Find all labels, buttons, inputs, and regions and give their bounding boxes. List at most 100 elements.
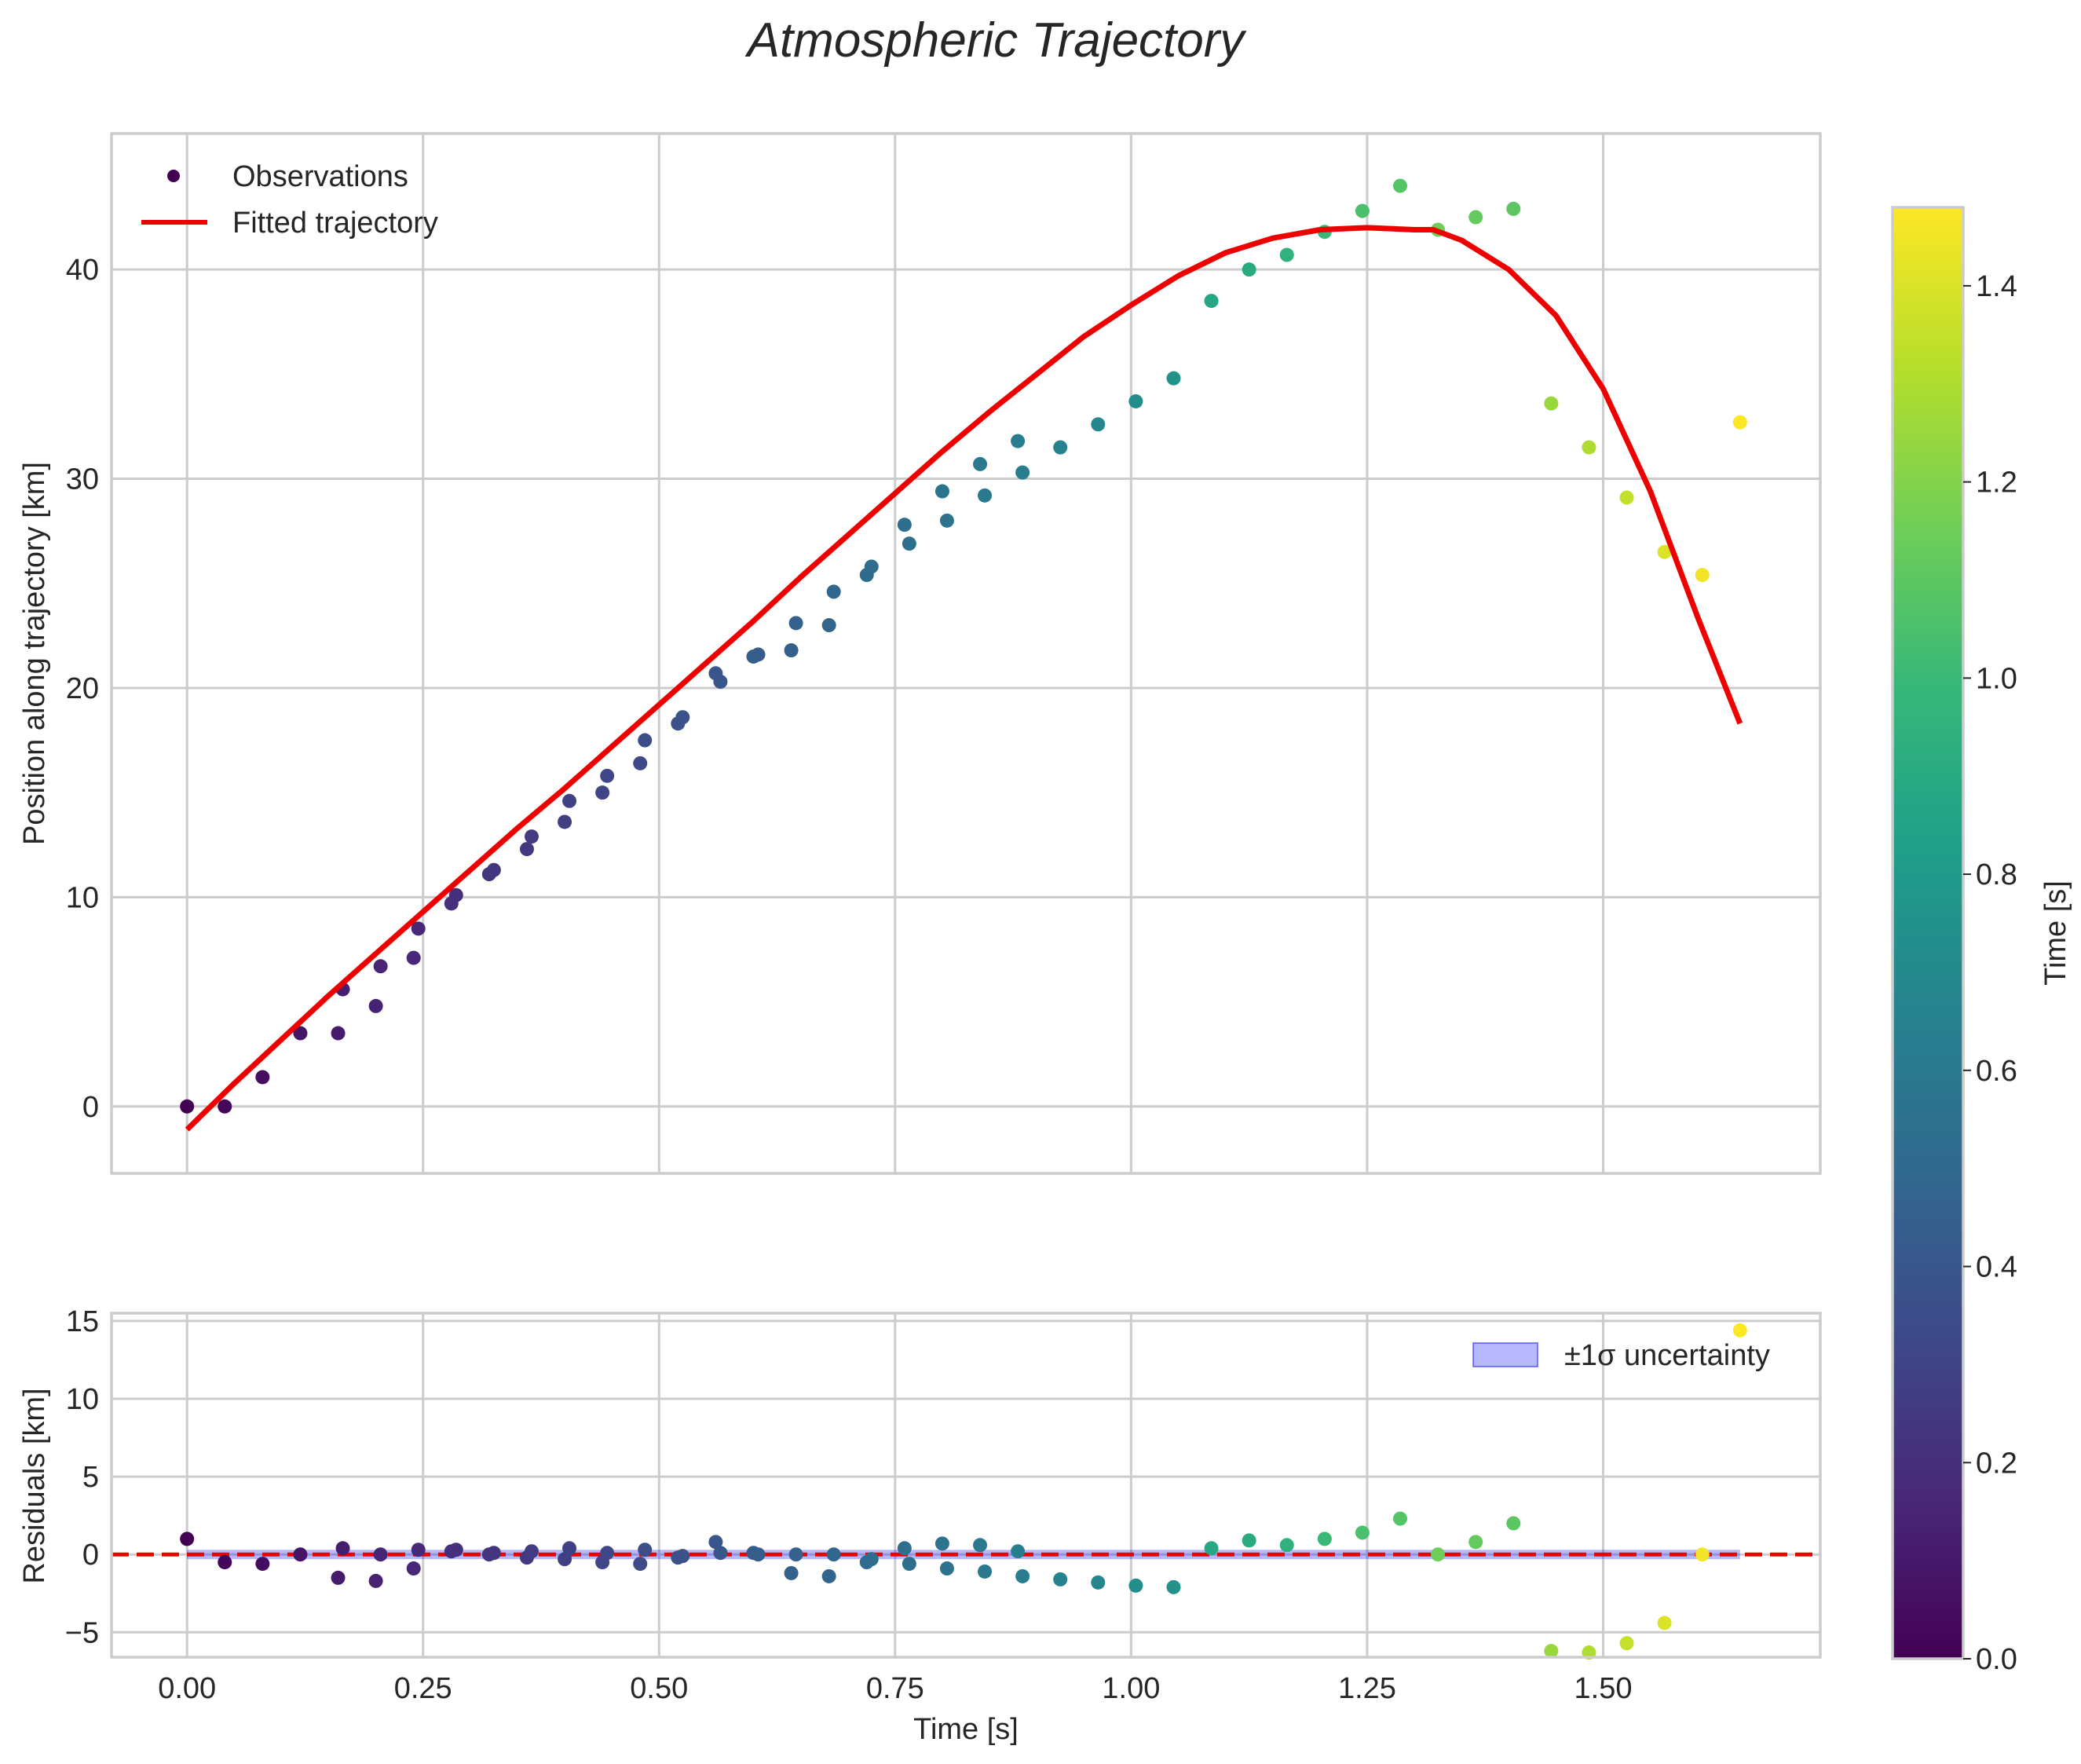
observation-point <box>368 998 383 1013</box>
top-legend: Observations Fitted trajectory <box>141 160 438 240</box>
observation-point <box>411 921 426 936</box>
bottom-panel-marks <box>112 1323 1820 1660</box>
residual-point <box>1355 1525 1370 1540</box>
x-axis-label: Time [s] <box>913 1713 1019 1746</box>
observation-point <box>902 536 916 551</box>
fitted-trajectory-line <box>185 225 1743 1132</box>
observation-point <box>595 785 610 800</box>
observation-point <box>1393 178 1408 193</box>
residual-point <box>1242 1533 1256 1548</box>
observation-point <box>1732 415 1747 430</box>
x-tick-label: 1.50 <box>1574 1672 1633 1705</box>
colorbar-label: Time [s] <box>2039 880 2072 986</box>
residual-point <box>1431 1547 1446 1562</box>
top-panel-ticks: 0 10 20 30 40 <box>66 254 99 1124</box>
residual-point <box>368 1573 383 1588</box>
observation-point <box>973 456 988 471</box>
residual-point <box>638 1543 653 1557</box>
y-tick-label: 30 <box>66 463 99 496</box>
residual-point <box>1011 1544 1026 1559</box>
observation-point <box>600 768 615 783</box>
y-tick-label: 10 <box>66 881 99 914</box>
residual-point <box>751 1547 766 1562</box>
observation-point <box>788 616 803 631</box>
residual-point <box>1015 1568 1030 1583</box>
top-panel-grid <box>112 134 1820 1173</box>
residual-point <box>331 1570 346 1585</box>
observation-point <box>1695 568 1710 583</box>
observation-point <box>821 618 836 633</box>
colorbar-ticks: 0.0 0.2 0.4 0.6 0.8 1.0 1.2 1.4 <box>1963 270 2017 1676</box>
residual-point <box>1468 1535 1483 1550</box>
observation-point <box>1053 440 1068 455</box>
colorbar-tick-label: 0.0 <box>1976 1643 2017 1676</box>
x-tick-label: 1.00 <box>1102 1672 1160 1705</box>
residual-point <box>1393 1511 1408 1526</box>
observation-point <box>864 559 879 574</box>
observation-point <box>939 513 954 528</box>
observation-point <box>562 793 577 808</box>
observation-point <box>255 1070 270 1085</box>
residual-point <box>335 1541 350 1556</box>
residual-point <box>1619 1636 1634 1651</box>
x-tick-label: 0.50 <box>630 1672 688 1705</box>
colorbar-tick-label: 1.0 <box>1976 662 2017 695</box>
observation-point <box>1242 262 1256 277</box>
observation-point <box>1506 201 1521 216</box>
y-tick-label: 20 <box>66 672 99 705</box>
observation-point <box>897 518 912 532</box>
residual-point <box>218 1555 232 1570</box>
observation-point <box>638 733 653 748</box>
top-panel-frame <box>110 132 1822 1175</box>
observation-point <box>406 950 421 965</box>
residual-point <box>1506 1516 1521 1531</box>
observation-point <box>1091 417 1106 432</box>
legend-observations-label: Observations <box>232 160 408 193</box>
observation-point <box>826 584 841 599</box>
observation-point <box>448 887 463 902</box>
x-tick-label: 0.25 <box>394 1672 452 1705</box>
residual-point <box>633 1557 648 1572</box>
residual-point <box>788 1547 803 1562</box>
observation-point <box>1657 544 1672 559</box>
observation-point <box>751 647 766 662</box>
residual-point <box>411 1543 426 1557</box>
observation-point <box>293 1026 308 1041</box>
residual-point <box>1695 1547 1710 1562</box>
observation-point <box>978 488 993 503</box>
residual-point <box>939 1561 954 1576</box>
legend-band-label: ±1σ uncertainty <box>1564 1339 1770 1372</box>
observation-point <box>331 1026 346 1041</box>
residual-point <box>978 1564 993 1579</box>
bottom-panel-frame <box>110 1312 1822 1659</box>
residual-point <box>821 1568 836 1583</box>
residual-point <box>1657 1616 1672 1630</box>
residual-point <box>973 1538 988 1553</box>
observation-point <box>519 842 534 857</box>
residual-point <box>675 1549 690 1564</box>
residual-point <box>180 1532 195 1546</box>
residual-point <box>826 1547 841 1562</box>
y-tick-label: 5 <box>82 1461 99 1494</box>
chart-title: Atmospheric Trajectory <box>744 13 1248 68</box>
observation-point <box>784 643 799 658</box>
observation-point <box>558 814 572 829</box>
residual-point <box>406 1561 421 1576</box>
y-tick-label: 10 <box>66 1383 99 1416</box>
residual-point <box>558 1552 572 1567</box>
residual-point <box>902 1557 916 1572</box>
residual-point <box>448 1543 463 1557</box>
residual-point <box>1204 1541 1219 1556</box>
uncertainty-band <box>187 1550 1740 1560</box>
residual-point <box>373 1547 388 1562</box>
observation-point <box>1279 247 1294 262</box>
legend-band-swatch <box>1472 1342 1538 1367</box>
y-tick-label: 0 <box>82 1539 99 1572</box>
colorbar-tick-label: 0.4 <box>1976 1251 2017 1284</box>
y-tick-label: 0 <box>82 1091 99 1124</box>
colorbar-tick-label: 1.2 <box>1976 467 2017 500</box>
residual-point <box>708 1535 723 1550</box>
residual-point <box>1544 1644 1559 1659</box>
top-y-axis-label: Position along trajectory [km] <box>18 462 51 845</box>
